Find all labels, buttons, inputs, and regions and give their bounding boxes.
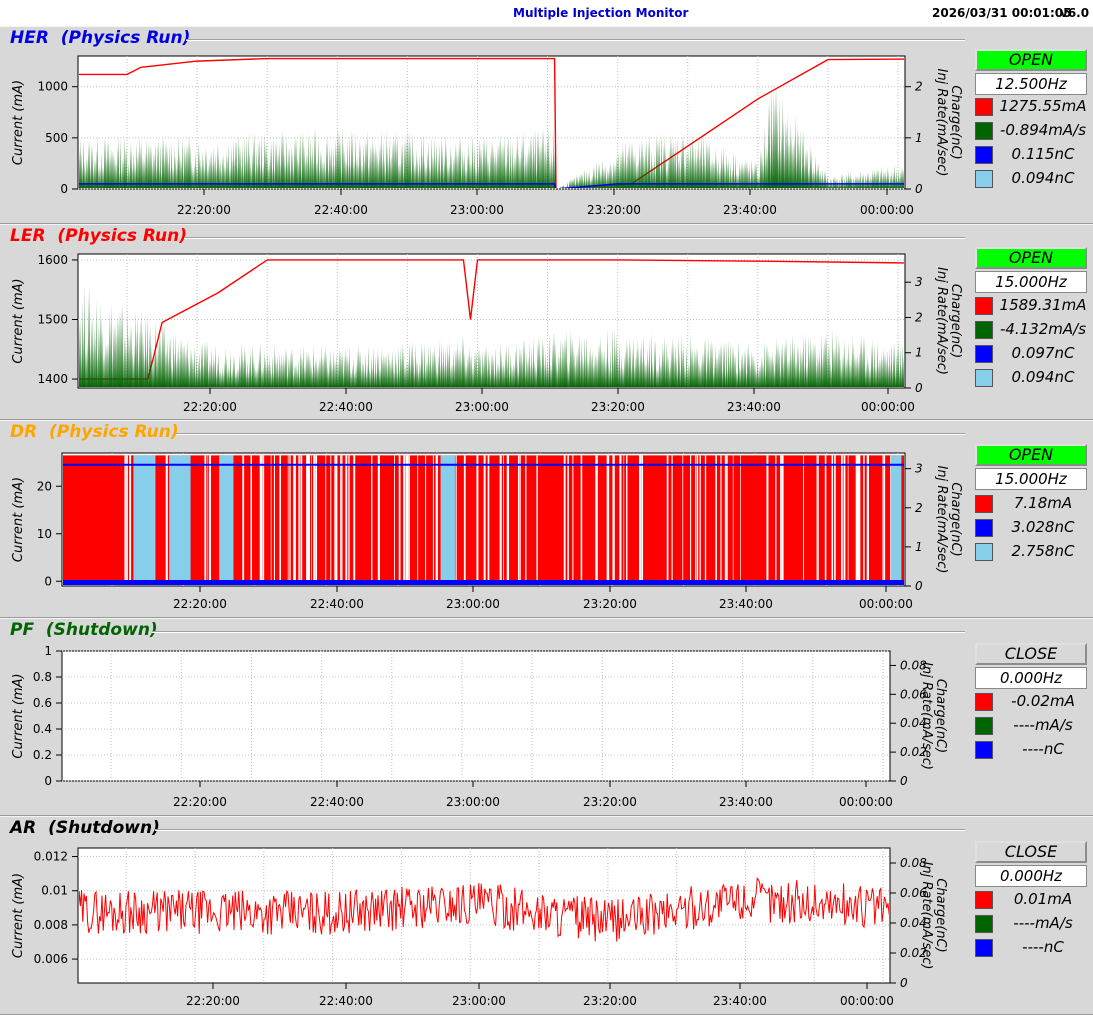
panel-name: PF [10, 620, 35, 640]
legend-value: ----nC [1022, 938, 1064, 956]
panel-title-ar: AR (Shutdown) [10, 818, 160, 838]
legend-value: -0.894mA/s [999, 121, 1087, 139]
version-label: v6.0 [1060, 6, 1090, 20]
panel-dr: DR (Physics Run) [0, 420, 1093, 618]
panel-mode: (Physics Run) [45, 226, 187, 246]
legend-swatch [975, 693, 993, 711]
status-indicator-pf: CLOSE [975, 643, 1087, 665]
legend-swatch [975, 321, 993, 339]
legend-swatch [975, 122, 993, 140]
title-rule [184, 237, 965, 239]
legend-swatch [975, 170, 993, 188]
title-rule [152, 631, 965, 633]
status-indicator-her: OPEN [975, 49, 1087, 71]
panel-title-her: HER (Physics Run) [10, 28, 190, 48]
rate-readout-pf: 0.000Hz [975, 667, 1087, 689]
legend-value: 3.028nC [1011, 518, 1075, 536]
panel-mode: (Shutdown) [34, 620, 158, 640]
panel-mode: (Shutdown) [36, 818, 160, 838]
legend-swatch [975, 345, 993, 363]
timestamp: 2026/03/31 00:01:05 [932, 6, 1072, 20]
legend-swatch [975, 495, 993, 513]
panel-mode: (Physics Run) [48, 28, 191, 48]
status-indicator-ler: OPEN [975, 247, 1087, 269]
panel-mode: (Physics Run) [37, 422, 179, 442]
panel-name: AR [10, 818, 37, 838]
legend-swatch [975, 297, 993, 315]
top-bar: Multiple Injection Monitor 2026/03/31 00… [0, 0, 1093, 26]
rate-readout-ler: 15.000Hz [975, 271, 1087, 293]
legend-swatch [975, 741, 993, 759]
panel-title-pf: PF (Shutdown) [10, 620, 158, 640]
legend-value: 0.097nC [1011, 344, 1075, 362]
panel-name: DR [10, 422, 38, 442]
legend-swatch [975, 939, 993, 957]
panel-name: HER [10, 28, 49, 48]
legend-swatch [975, 717, 993, 735]
legend-swatch [975, 369, 993, 387]
legend-value: ----nC [1022, 740, 1064, 758]
rate-readout-ar: 0.000Hz [975, 865, 1087, 887]
legend-value: 1589.31mA [999, 296, 1087, 314]
rate-readout-her: 12.500Hz [975, 73, 1087, 95]
legend-value: 0.01mA [1013, 890, 1073, 908]
legend-value: ----mA/s [1013, 914, 1073, 932]
title-rule [186, 39, 965, 41]
legend-swatch [975, 98, 993, 116]
title-rule [176, 433, 965, 435]
legend-value: -4.132mA/s [999, 320, 1087, 338]
panel-name: LER [10, 226, 46, 246]
legend-value: 0.094nC [1011, 368, 1075, 386]
status-indicator-dr: OPEN [975, 444, 1087, 466]
panel-ar: AR (Shutdown) [0, 816, 1093, 1015]
rate-readout-dr: 15.000Hz [975, 468, 1087, 490]
legend-swatch [975, 146, 993, 164]
legend-value: 0.115nC [1011, 145, 1075, 163]
panel-title-dr: DR (Physics Run) [10, 422, 179, 442]
panel-pf: PF (Shutdown) [0, 618, 1093, 816]
legend-swatch [975, 891, 993, 909]
legend-value: 2.758nC [1011, 542, 1075, 560]
status-indicator-ar: CLOSE [975, 841, 1087, 863]
legend-swatch [975, 543, 993, 561]
panel-her: HER (Physics Run) [0, 26, 1093, 224]
legend-value: 0.094nC [1011, 169, 1075, 187]
app-title: Multiple Injection Monitor [513, 6, 689, 20]
legend-value: ----mA/s [1013, 716, 1073, 734]
panel-ler: LER (Physics Run) [0, 224, 1093, 420]
panel-title-ler: LER (Physics Run) [10, 226, 187, 246]
legend-value: -0.02mA [1011, 692, 1075, 710]
legend-value: 7.18mA [1013, 494, 1073, 512]
legend-swatch [975, 915, 993, 933]
legend-swatch [975, 519, 993, 537]
legend-value: 1275.55mA [999, 97, 1087, 115]
title-rule [155, 829, 965, 831]
